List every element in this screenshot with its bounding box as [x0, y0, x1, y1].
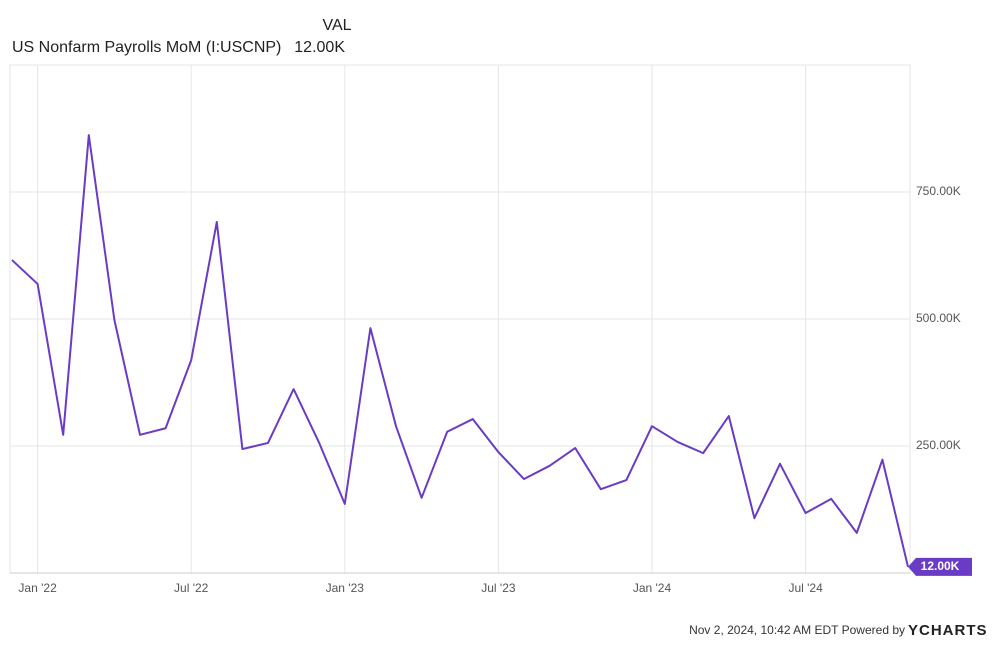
last-value-label: 12.00K	[921, 559, 960, 573]
y-tick-label: 250.00K	[916, 438, 961, 452]
footer-brand: YCHARTS	[908, 622, 988, 639]
y-tick-label: 750.00K	[916, 184, 961, 198]
y-tick-label: 500.00K	[916, 311, 961, 325]
last-value-tag	[908, 557, 972, 576]
footer-timestamp: Nov 2, 2024, 10:42 AM EDT Powered by	[689, 623, 905, 637]
x-tick-label: Jul '24	[788, 581, 823, 595]
x-tick-label: Jan '24	[633, 581, 672, 595]
x-tick-label: Jan '23	[326, 581, 365, 595]
header-value: 12.00K	[294, 39, 345, 56]
x-tick-label: Jan '22	[18, 581, 57, 595]
header-column: VAL	[322, 17, 351, 34]
x-tick-label: Jul '23	[481, 581, 516, 595]
line-series	[11, 134, 909, 568]
header-name: US Nonfarm Payrolls MoM (I:USCNP)	[12, 39, 281, 56]
x-tick-label: Jul '22	[174, 581, 209, 595]
